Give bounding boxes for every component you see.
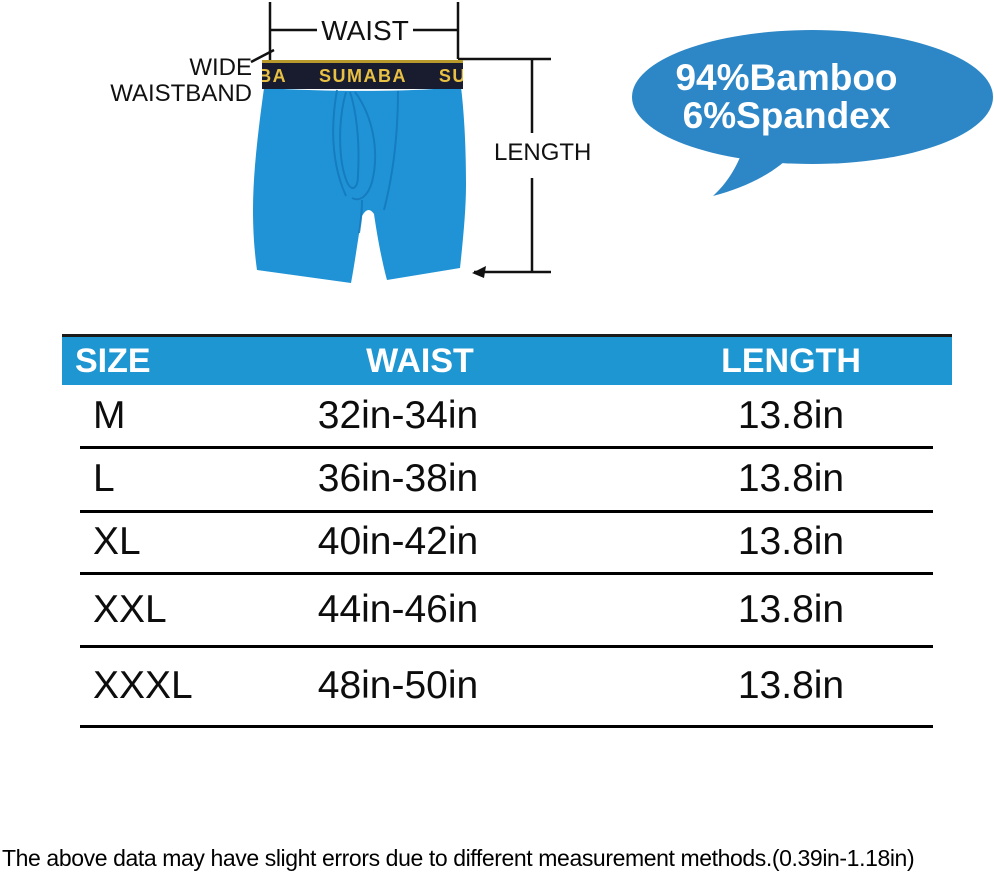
boxer-body-shape — [253, 87, 466, 283]
wide-waistband-label: WIDE WAISTBAND — [100, 55, 252, 107]
length-cell: 13.8in — [737, 457, 845, 500]
boxer-briefs-drawing — [250, 2, 551, 283]
measurement-disclaimer: The above data may have slight errors du… — [2, 845, 915, 871]
waist-dimension-lines — [268, 2, 460, 61]
row-divider — [80, 645, 933, 648]
table-header-row: SIZE WAIST LENGTH — [62, 334, 952, 385]
wide-waistband-leader-line — [250, 48, 275, 64]
header-length: LENGTH — [721, 341, 861, 380]
size-cell: XL — [93, 520, 141, 563]
wide-waistband-label-line1: WIDE — [189, 54, 252, 81]
length-cell: 13.8in — [737, 587, 845, 631]
header-waist: WAIST — [366, 341, 474, 380]
waist-dimension-label: WAIST — [321, 15, 409, 46]
waistband: MABA SUMABA SUMA — [262, 60, 463, 89]
size-cell: XXXL — [93, 664, 193, 707]
length-cell: 13.8in — [737, 394, 845, 437]
row-divider — [80, 725, 933, 728]
table-row: XL 40in-42in 13.8in — [62, 511, 952, 575]
size-table: SIZE WAIST LENGTH M 32in-34in 13.8in L 3… — [62, 334, 952, 728]
fabric-composition-line2: 6%Spandex — [682, 95, 891, 136]
length-arrowhead-icon — [472, 266, 486, 278]
length-cell: 13.8in — [737, 664, 845, 707]
speech-bubble-tail-icon — [713, 150, 795, 196]
waistband-brand-text: MABA SUMABA SUMA — [262, 65, 463, 86]
waist-cell: 36in-38in — [317, 457, 479, 500]
wide-waistband-label-line2: WAISTBAND — [110, 80, 252, 107]
size-cell: L — [93, 457, 115, 500]
table-row: XXL 44in-46in 13.8in — [62, 573, 952, 648]
waist-cell: 48in-50in — [317, 664, 479, 707]
row-divider — [80, 510, 933, 513]
row-divider — [80, 446, 933, 449]
table-row: M 32in-34in 13.8in — [62, 385, 952, 449]
fabric-callout-bubble: 94%Bamboo 6%Spandex — [632, 30, 993, 164]
fly-seams — [332, 89, 399, 234]
length-dimension-lines — [458, 57, 551, 274]
waist-cell: 40in-42in — [317, 520, 479, 563]
table-row: L 36in-38in 13.8in — [62, 447, 952, 513]
length-cell: 13.8in — [737, 520, 845, 563]
fabric-composition-line1: 94%Bamboo — [675, 57, 898, 98]
header-size: SIZE — [75, 341, 151, 380]
size-cell: M — [93, 394, 126, 437]
waist-cell: 44in-46in — [317, 587, 479, 631]
waist-cell: 32in-34in — [317, 394, 479, 437]
row-divider — [80, 572, 933, 575]
length-dimension-label: LENGTH — [494, 139, 592, 166]
size-cell: XXL — [93, 587, 167, 631]
table-row: XXXL 48in-50in 13.8in — [62, 646, 952, 728]
